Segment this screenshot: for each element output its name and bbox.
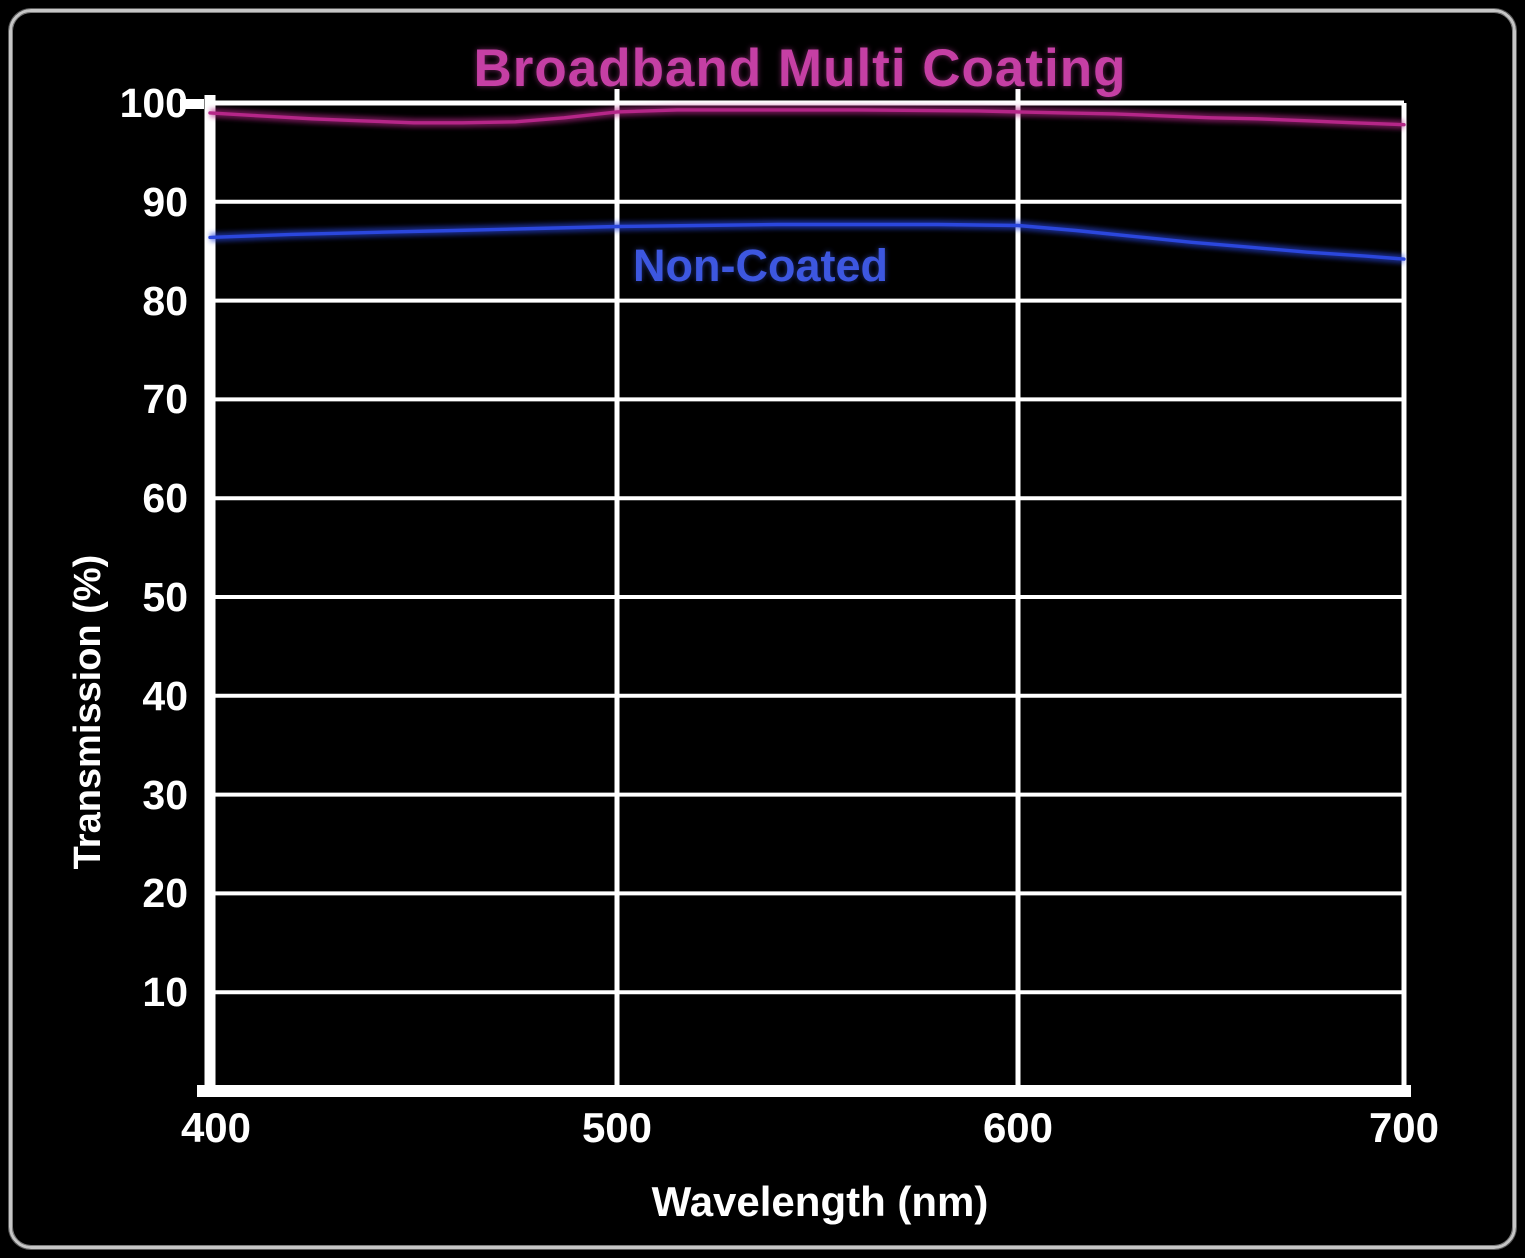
y-tick-label: 50	[142, 574, 188, 620]
y-tick-label: 10	[142, 969, 188, 1016]
x-tick-label: 600	[982, 1104, 1054, 1151]
x-tick-label: 500	[581, 1104, 653, 1151]
y-tick-label: 20	[142, 870, 188, 917]
y-tick-label: 80	[142, 277, 188, 324]
noncoated-series-label: Non-Coated	[633, 240, 888, 291]
y-tick-label: 90	[142, 178, 188, 225]
y-tick-label: 70	[142, 376, 188, 423]
y-tick-label: 100	[119, 80, 188, 126]
x-tick-label: 400	[180, 1104, 252, 1151]
y-tick-label: 40	[142, 672, 188, 719]
y-tick-label: 60	[142, 475, 188, 522]
x-tick-label: 700	[1368, 1104, 1440, 1151]
x-axis-title: Wavelength (nm)	[651, 1178, 989, 1225]
noncoated-curve	[208, 222, 1406, 261]
chart-title: Broadband Multi Coating	[473, 39, 1127, 98]
y-tick-label: 30	[142, 771, 188, 818]
coated-curve	[208, 108, 1406, 127]
